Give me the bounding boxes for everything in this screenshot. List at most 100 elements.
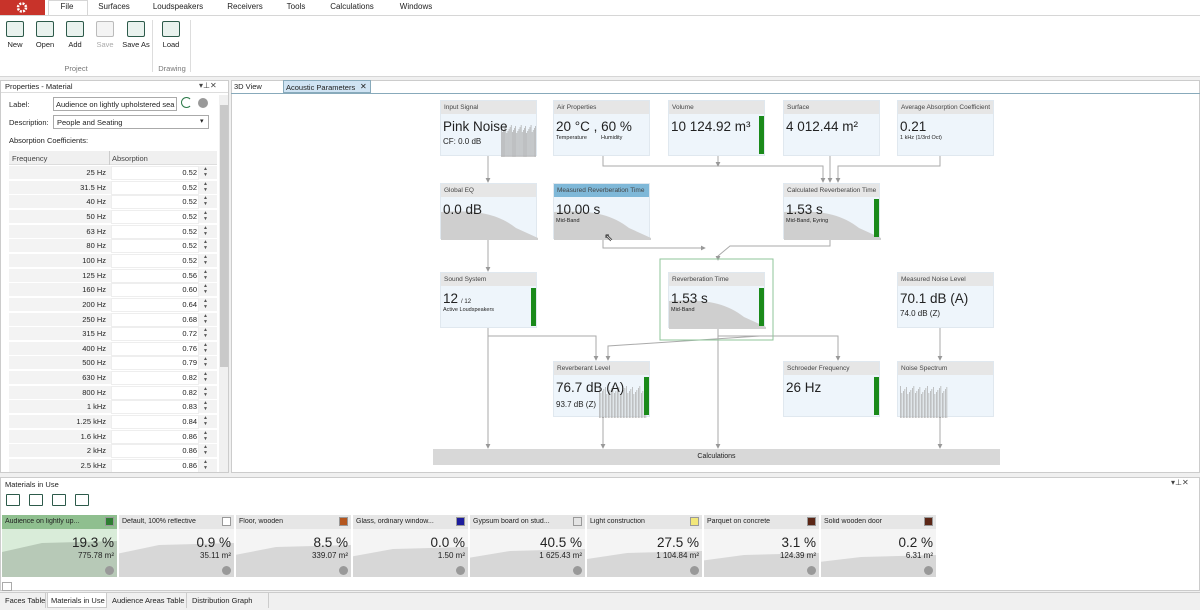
ribbon-button[interactable]: New [7, 40, 23, 49]
parameter-card[interactable]: Measured Reverberation Time 10.00 s Mid-Ba… [553, 183, 651, 240]
absorption-cell[interactable] [111, 224, 199, 239]
absorption-cell[interactable] [111, 444, 199, 459]
spinner: ▲ ▼ [203, 385, 208, 398]
spectrum-bar [937, 390, 939, 418]
toolbar-icon[interactable] [29, 494, 43, 506]
toolbar-icon[interactable] [75, 494, 89, 506]
menu-tab[interactable]: Loudspeakers [152, 2, 204, 11]
ribbon-button[interactable]: Save [96, 40, 114, 49]
info-icon[interactable] [456, 566, 465, 575]
menu-tab[interactable]: Calculations [330, 2, 374, 11]
parameter-card[interactable]: Sound System 12/ 12 Active Loudspeakers [440, 272, 537, 328]
ribbon-button[interactable]: Add [68, 40, 82, 49]
spinner: ▲ ▼ [203, 283, 208, 296]
frequency-cell: 2.5 kHz [80, 461, 106, 470]
menu-tab[interactable]: Receivers [227, 2, 263, 11]
info-icon[interactable] [807, 566, 816, 575]
material-card[interactable]: Audience on lightly up... 19.3 % 775.78 m² [2, 515, 117, 577]
info-icon[interactable] [690, 566, 699, 575]
menu-tab[interactable]: Windows [399, 2, 433, 11]
frequency-cell: 1.25 kHz [76, 417, 106, 427]
parameter-card[interactable]: Surface 4 012.44 m² [783, 100, 880, 156]
ribbon-button[interactable]: Open [35, 40, 55, 49]
material-card[interactable]: Default, 100% reflective 0.9 % 35.11 m² [119, 515, 234, 577]
bottom-tab[interactable]: Materials in Use [47, 593, 107, 608]
absorption-cell[interactable] [111, 400, 199, 415]
material-card[interactable]: Light construction 27.5 % 1 104.84 m² [587, 515, 702, 577]
view-tab[interactable]: Acoustic Parameters ✕ [283, 80, 371, 93]
menu-tab[interactable]: Surfaces [98, 2, 130, 11]
info-icon[interactable] [105, 566, 114, 575]
toolbar-icon[interactable] [6, 494, 20, 506]
absorption-cell[interactable] [111, 327, 199, 342]
calculations-bar[interactable]: Calculations [433, 449, 1000, 465]
toolbar-icon[interactable] [52, 494, 66, 506]
absorption-cell[interactable] [111, 459, 199, 472]
info-icon[interactable] [924, 566, 933, 575]
table-row: 100 Hz 0.52 ▲ ▼ [9, 253, 217, 268]
spectrum-bar [614, 393, 615, 418]
parameter-card[interactable]: Volume 10 124.92 m³ [668, 100, 765, 156]
spectrum-bar [617, 389, 618, 418]
parameter-card[interactable]: Input Signal Pink Noise CF: 0.0 dB [440, 100, 537, 157]
card-value: 20 °C , 60 % [556, 119, 632, 134]
parameter-card[interactable]: Calculated Reverberation Time 1.53 s Mid-B… [783, 183, 881, 240]
frequency-cell: 100 Hz [82, 255, 106, 265]
absorption-cell[interactable] [111, 166, 199, 180]
absorption-cell[interactable] [111, 429, 199, 444]
parameter-card[interactable]: Schroeder Frequency 26 Hz [783, 361, 880, 417]
app-menu-button[interactable] [0, 0, 45, 15]
parameter-card[interactable]: Global EQ 0.0 dB [440, 183, 538, 240]
material-header [236, 515, 351, 529]
menu-bar [0, 0, 1200, 15]
info-icon[interactable] [339, 566, 348, 575]
spectrum-bar [945, 389, 946, 418]
card-sub: Humidity [601, 135, 623, 141]
absorption-cell[interactable] [111, 356, 199, 371]
bottom-tab[interactable]: Audience Areas Table [109, 593, 187, 608]
card-suffix: / 12 [461, 299, 472, 305]
label-input[interactable]: Audience on lightly upholstered sea [53, 97, 177, 111]
description-select[interactable]: People and Seating ▾ [53, 115, 209, 129]
bottom-tab[interactable]: Distribution Graph [189, 593, 269, 608]
view-tab[interactable]: 3D View [232, 80, 282, 93]
menu-tab[interactable]: File [60, 2, 74, 11]
material-card[interactable]: Solid wooden door 0.2 % 6.31 m² [821, 515, 936, 577]
material-card[interactable]: Gypsum board on stud... 40.5 % 1 625.43 m² [470, 515, 585, 577]
absorption-cell[interactable] [111, 268, 199, 283]
spectrum-bar [612, 386, 614, 418]
material-card[interactable]: Parquet on concrete 3.1 % 124.39 m² [704, 515, 819, 577]
parameter-card[interactable]: Reverberation Time 1.53 s Mid-Band [668, 272, 766, 329]
absorption-cell[interactable] [111, 297, 199, 312]
absorption-value: 0.64 [182, 299, 197, 309]
material-header [587, 515, 702, 529]
absorption-cell[interactable] [111, 283, 199, 298]
absorption-cell[interactable] [111, 209, 199, 224]
reset-icon[interactable] [181, 97, 192, 108]
parameter-card[interactable]: Air Properties 20 °C , 60 % Temperature Hum… [553, 100, 650, 156]
info-icon[interactable] [222, 566, 231, 575]
absorption-cell[interactable] [111, 195, 199, 210]
material-percent: 0.0 % [430, 535, 465, 550]
info-icon[interactable] [198, 98, 208, 108]
parameter-card[interactable]: Average Absorption Coefficient 0.21 1 kHz … [897, 100, 994, 156]
absorption-cell[interactable] [111, 341, 199, 356]
bottom-tab[interactable]: Faces Table [2, 593, 46, 608]
absorption-cell[interactable] [111, 415, 199, 430]
material-card[interactable]: Floor, wooden 8.5 % 339.07 m² [236, 515, 351, 577]
material-card[interactable]: Glass, ordinary window... 0.0 % 1.50 m² [353, 515, 468, 577]
menu-tab[interactable]: Tools [286, 2, 306, 11]
ribbon-button[interactable]: Load [162, 40, 180, 49]
ribbon-button[interactable]: Save As [122, 40, 150, 49]
absorption-cell[interactable] [111, 385, 199, 400]
parameter-card[interactable]: Reverberant Level 76.7 dB (A) 93.7 dB (Z) [553, 361, 650, 418]
info-icon[interactable] [573, 566, 582, 575]
absorption-cell[interactable] [111, 312, 199, 327]
absorption-cell[interactable] [111, 253, 199, 268]
absorption-cell[interactable] [111, 239, 199, 254]
parameter-card[interactable]: Measured Noise Level 70.1 dB (A) 74.0 dB (… [897, 272, 994, 328]
absorption-cell[interactable] [111, 371, 199, 386]
spectrum-bar [519, 127, 521, 157]
absorption-cell[interactable] [111, 180, 199, 195]
parameter-card[interactable]: Noise Spectrum [897, 361, 994, 418]
